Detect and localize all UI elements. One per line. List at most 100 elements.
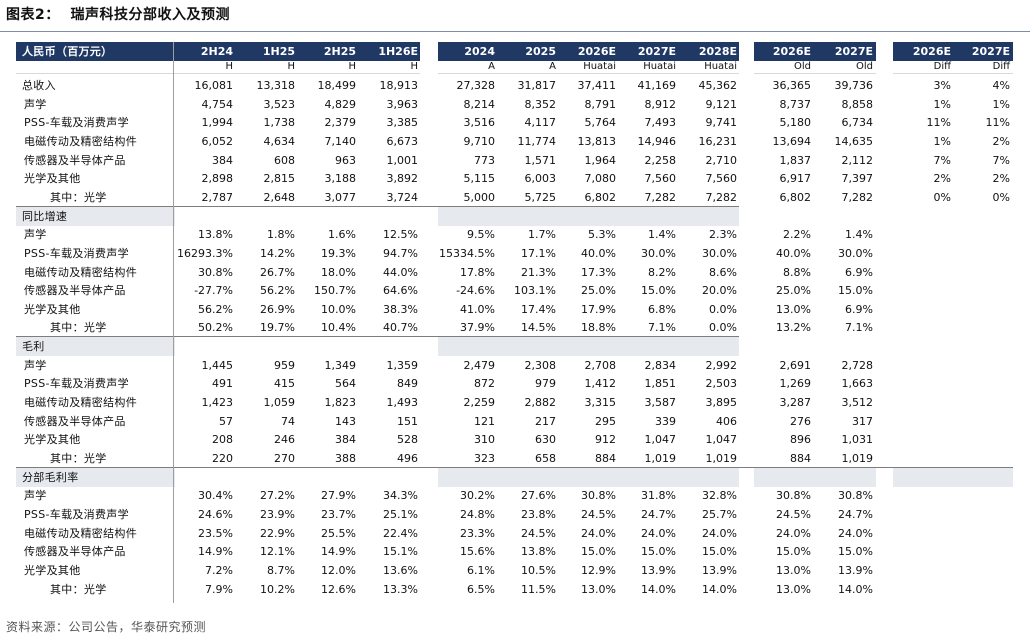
table-cell: 17.9%: [581, 302, 616, 316]
table-cell: 8,791: [584, 97, 617, 111]
table-cell: 2,691: [779, 358, 812, 372]
table-cell: 31.8%: [641, 489, 676, 503]
table-cell: 56.2%: [260, 284, 295, 298]
subheader-underline: [754, 61, 876, 74]
table-cell: 41,169: [637, 79, 677, 92]
table-cell: 21.3%: [521, 265, 556, 279]
table-cell: 13,813: [577, 134, 617, 148]
row-label: 其中：光学: [50, 321, 107, 335]
table-cell: 658: [535, 452, 556, 465]
table-cell: 37,411: [577, 79, 617, 92]
table-cell: 11%: [985, 116, 1010, 130]
column-subheader: Diff: [933, 61, 951, 72]
table-cell: 2%: [992, 172, 1010, 186]
row-label: 声学: [24, 228, 47, 242]
table-cell: 7%: [992, 153, 1010, 167]
table-cell: 2,898: [201, 172, 234, 186]
table-cell: 388: [335, 452, 356, 465]
row-label: 总收入: [22, 79, 56, 92]
table-cell: 11%: [926, 116, 951, 130]
section-band: [438, 206, 739, 226]
subheader-underline: [893, 61, 1013, 74]
table-cell: 0.0%: [709, 321, 737, 335]
table-cell: 6.9%: [845, 302, 873, 316]
table-cell: 1.8%: [267, 228, 295, 242]
table-cell: 5,725: [524, 190, 557, 204]
table-cell: 6.5%: [467, 582, 495, 596]
column-header: 2027E: [834, 45, 873, 58]
table-cell: 13.3%: [383, 582, 418, 596]
table-cell: 2,503: [705, 377, 738, 391]
table-cell: 14.2%: [260, 246, 295, 260]
header-bar: [438, 42, 739, 61]
table-cell: 2,815: [263, 172, 296, 186]
table-cell: 4,754: [201, 97, 234, 111]
table-cell: 24.0%: [776, 526, 811, 540]
table-cell: 2,379: [324, 116, 357, 130]
column-header: 2028E: [698, 45, 737, 58]
column-subheader: H: [348, 61, 356, 72]
source-note: 资料来源：公司公告，华泰研究预测: [6, 620, 207, 634]
table-cell: 7%: [933, 153, 951, 167]
row-label: 电磁传动及精密结构件: [24, 134, 137, 148]
table-cell: 15334.5%: [439, 246, 495, 260]
table-cell: 2,258: [644, 153, 677, 167]
table-cell: 25.0%: [776, 284, 811, 298]
table-cell: 14.5%: [521, 321, 556, 335]
table-cell: 26.9%: [260, 302, 295, 316]
table-cell: 2,728: [841, 358, 874, 372]
table-cell: 14.9%: [198, 545, 233, 559]
table-cell: 3,724: [386, 190, 419, 204]
row-label: 声学: [24, 489, 47, 503]
table-cell: 23.8%: [521, 507, 556, 521]
table-cell: 9,710: [463, 134, 496, 148]
table-cell: 884: [790, 452, 811, 465]
table-cell: 5,000: [463, 190, 496, 204]
column-subheader: Huatai: [643, 61, 676, 72]
table-cell: 45,362: [698, 79, 738, 92]
table-cell: 6.9%: [845, 265, 873, 279]
table-cell: 528: [397, 433, 418, 447]
table-cell: 2,992: [705, 358, 738, 372]
table-cell: 15.0%: [581, 545, 616, 559]
table-cell: 1.4%: [648, 228, 676, 242]
row-label: 其中：光学: [50, 190, 107, 204]
table-cell: 30.8%: [776, 489, 811, 503]
table-cell: 30.0%: [702, 246, 737, 260]
table-cell: 1,359: [386, 358, 419, 372]
table-cell: 31,817: [517, 79, 557, 92]
table-cell: 6,003: [524, 172, 557, 186]
table-cell: 38.3%: [383, 302, 418, 316]
table-cell: 13.8%: [198, 228, 233, 242]
table-cell: 8.8%: [783, 265, 811, 279]
table-cell: 13,694: [772, 134, 812, 148]
table-cell: 3,895: [705, 396, 738, 410]
table-cell: 23.7%: [321, 507, 356, 521]
column-divider: [173, 42, 174, 603]
table-cell: 7.2%: [205, 563, 233, 577]
column-header: 2026E: [577, 45, 616, 58]
table-cell: 18.8%: [581, 321, 616, 335]
table-cell: 20.0%: [702, 284, 737, 298]
table-cell: 3,963: [386, 97, 419, 111]
table-cell: 295: [595, 414, 616, 428]
table-cell: 25.0%: [581, 284, 616, 298]
table-cell: 40.0%: [776, 246, 811, 260]
row-label: 其中：光学: [50, 582, 107, 596]
table-cell: 23.3%: [460, 526, 495, 540]
table-cell: 10.4%: [321, 321, 356, 335]
table-cell: 19.7%: [260, 321, 295, 335]
table-cell: 15.0%: [776, 545, 811, 559]
column-header: 2H25: [323, 45, 356, 58]
table-cell: 24.7%: [838, 507, 873, 521]
table-cell: 1%: [992, 97, 1010, 111]
section-divider: [16, 336, 739, 338]
table-cell: 13.6%: [383, 563, 418, 577]
table-cell: 7.1%: [648, 321, 676, 335]
table-cell: 22.4%: [383, 526, 418, 540]
table-cell: 16293.3%: [177, 246, 233, 260]
table-cell: 24.7%: [641, 507, 676, 521]
table-cell: 56.2%: [198, 302, 233, 316]
table-cell: 30.4%: [198, 489, 233, 503]
table-cell: 16,081: [194, 79, 234, 92]
